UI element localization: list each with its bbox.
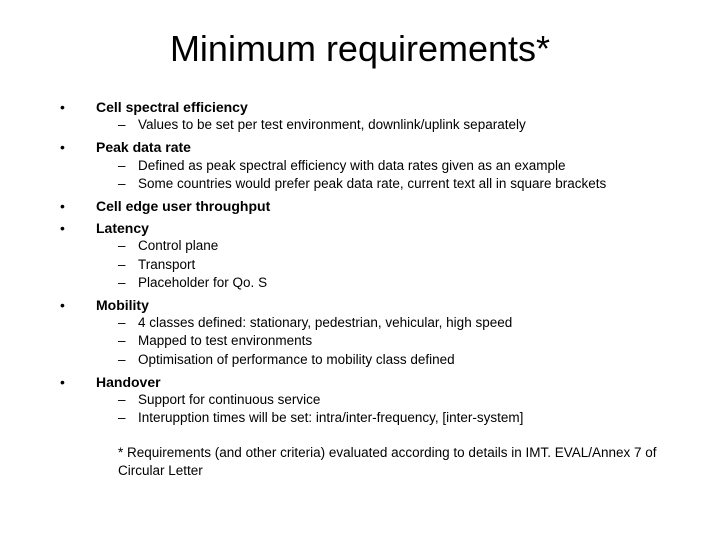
sub-item: –Defined as peak spectral efficiency wit…: [118, 157, 680, 175]
sub-text: Control plane: [138, 237, 680, 255]
sub-text: Support for continuous service: [138, 391, 680, 409]
sub-list: –Support for continuous service–Interupp…: [60, 391, 680, 427]
bullet-item: •Peak data rate: [60, 138, 680, 156]
sub-dash: –: [118, 391, 138, 409]
sub-item: –Some countries would prefer peak data r…: [118, 175, 680, 193]
sub-dash: –: [118, 237, 138, 255]
bullet-dot: •: [60, 296, 96, 314]
slide-content: •Cell spectral efficiency–Values to be s…: [40, 98, 680, 480]
sub-dash: –: [118, 314, 138, 332]
sub-dash: –: [118, 409, 138, 427]
sub-text: Mapped to test environments: [138, 332, 680, 350]
sub-text: Interupption times will be set: intra/in…: [138, 409, 680, 427]
sub-list: –4 classes defined: stationary, pedestri…: [60, 314, 680, 369]
sub-item: –Interupption times will be set: intra/i…: [118, 409, 680, 427]
bullet-dot: •: [60, 219, 96, 237]
sub-text: Transport: [138, 256, 680, 274]
sub-text: Optimisation of performance to mobility …: [138, 351, 680, 369]
sub-dash: –: [118, 351, 138, 369]
sub-list: –Defined as peak spectral efficiency wit…: [60, 157, 680, 193]
sub-text: 4 classes defined: stationary, pedestria…: [138, 314, 680, 332]
sub-dash: –: [118, 256, 138, 274]
sub-dash: –: [118, 332, 138, 350]
bullet-dot: •: [60, 197, 96, 215]
bullet-dot: •: [60, 373, 96, 391]
sub-dash: –: [118, 175, 138, 193]
bullet-label: Cell edge user throughput: [96, 197, 270, 215]
sub-text: Defined as peak spectral efficiency with…: [138, 157, 680, 175]
bullet-item: •Latency: [60, 219, 680, 237]
sub-text: Values to be set per test environment, d…: [138, 116, 680, 134]
bullet-item: •Handover: [60, 373, 680, 391]
sub-item: –Values to be set per test environment, …: [118, 116, 680, 134]
bullet-label: Cell spectral efficiency: [96, 98, 248, 116]
bullet-label: Mobility: [96, 296, 149, 314]
sub-list: –Control plane–Transport–Placeholder for…: [60, 237, 680, 292]
bullet-dot: •: [60, 138, 96, 156]
sub-item: –Control plane: [118, 237, 680, 255]
sub-item: –Mapped to test environments: [118, 332, 680, 350]
bullet-item: •Cell spectral efficiency: [60, 98, 680, 116]
sub-list: –Values to be set per test environment, …: [60, 116, 680, 134]
sub-dash: –: [118, 157, 138, 175]
bullet-label: Handover: [96, 373, 161, 391]
sub-item: –Placeholder for Qo. S: [118, 274, 680, 292]
bullet-label: Latency: [96, 219, 149, 237]
sub-item: –4 classes defined: stationary, pedestri…: [118, 314, 680, 332]
sub-dash: –: [118, 116, 138, 134]
sub-dash: –: [118, 274, 138, 292]
footnote: * Requirements (and other criteria) eval…: [60, 444, 680, 480]
bullet-dot: •: [60, 98, 96, 116]
sub-text: Some countries would prefer peak data ra…: [138, 175, 680, 193]
sub-text: Placeholder for Qo. S: [138, 274, 680, 292]
bullet-label: Peak data rate: [96, 138, 191, 156]
sub-item: –Transport: [118, 256, 680, 274]
bullet-item: •Cell edge user throughput: [60, 197, 680, 215]
bullet-item: •Mobility: [60, 296, 680, 314]
sub-item: –Optimisation of performance to mobility…: [118, 351, 680, 369]
sub-item: –Support for continuous service: [118, 391, 680, 409]
slide-title: Minimum requirements*: [40, 28, 680, 70]
